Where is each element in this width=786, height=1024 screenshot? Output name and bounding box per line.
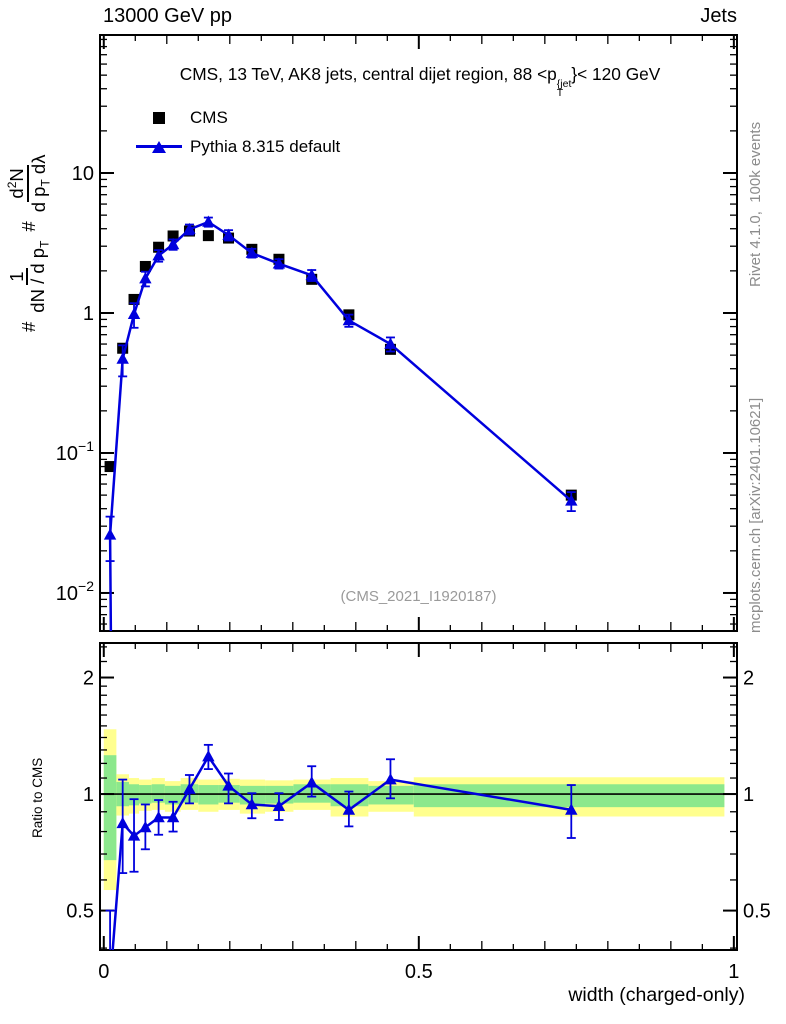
svg-text:2: 2	[83, 668, 94, 690]
mcplots-credit-note: mcplots.cern.ch [arXiv:2401.10621]	[747, 397, 764, 633]
plot-title-superscript: {jet	[556, 78, 572, 90]
legend-label-pythia: Pythia 8.315 default	[190, 136, 341, 156]
ylab-hash2: #	[17, 221, 39, 232]
svg-text:1: 1	[83, 303, 94, 325]
rivet-version-note: Rivet 4.1.0, 100k events	[747, 121, 764, 287]
plot-title-prefix: CMS, 13 TeV, AK8 jets, central dijet reg…	[179, 64, 557, 84]
svg-text:2: 2	[743, 668, 754, 690]
ylab-frac2: d2N d pT dλ	[5, 154, 53, 213]
legend-item-pythia: Pythia 8.315 default	[128, 132, 340, 161]
plot-title-subscript: T	[556, 87, 564, 99]
svg-text:0: 0	[98, 961, 109, 983]
svg-text:1: 1	[728, 961, 739, 983]
main-y-axis-label: # 1 dN / d pT # d2N d pT dλ	[5, 32, 53, 332]
beam-energy-label: 13000 GeV pp	[103, 5, 232, 27]
ylab-hash1: #	[17, 321, 39, 332]
plot-title-suffix: }< 120 GeV	[571, 64, 661, 84]
ylab-frac1: 1 dN / d pT	[5, 240, 52, 313]
ratio-y-axis-label: Ratio to CMS	[30, 757, 45, 838]
legend: CMS Pythia 8.315 default	[128, 103, 340, 161]
svg-text:0.5: 0.5	[743, 901, 771, 923]
analysis-group-label: Jets	[700, 5, 737, 27]
svg-text:0.5: 0.5	[405, 961, 433, 983]
svg-text:0.5: 0.5	[66, 901, 94, 923]
legend-item-cms: CMS	[128, 103, 340, 132]
svg-text:10−2: 10−2	[56, 578, 94, 605]
svg-text:1: 1	[83, 784, 94, 806]
svg-text:1: 1	[743, 784, 754, 806]
cms-square-marker-icon	[128, 111, 190, 124]
legend-label-cms: CMS	[190, 107, 228, 127]
plot-title: CMS, 13 TeV, AK8 jets, central dijet reg…	[85, 64, 755, 98]
pt-jet-script: {jet T	[556, 78, 572, 99]
x-axis-label: width (charged-only)	[568, 984, 745, 1006]
svg-text:10: 10	[72, 163, 94, 185]
svg-text:10−1: 10−1	[56, 438, 94, 465]
analysis-id-watermark: (CMS_2021_I1920187)	[340, 588, 497, 605]
pythia-triangle-line-icon	[128, 140, 190, 153]
